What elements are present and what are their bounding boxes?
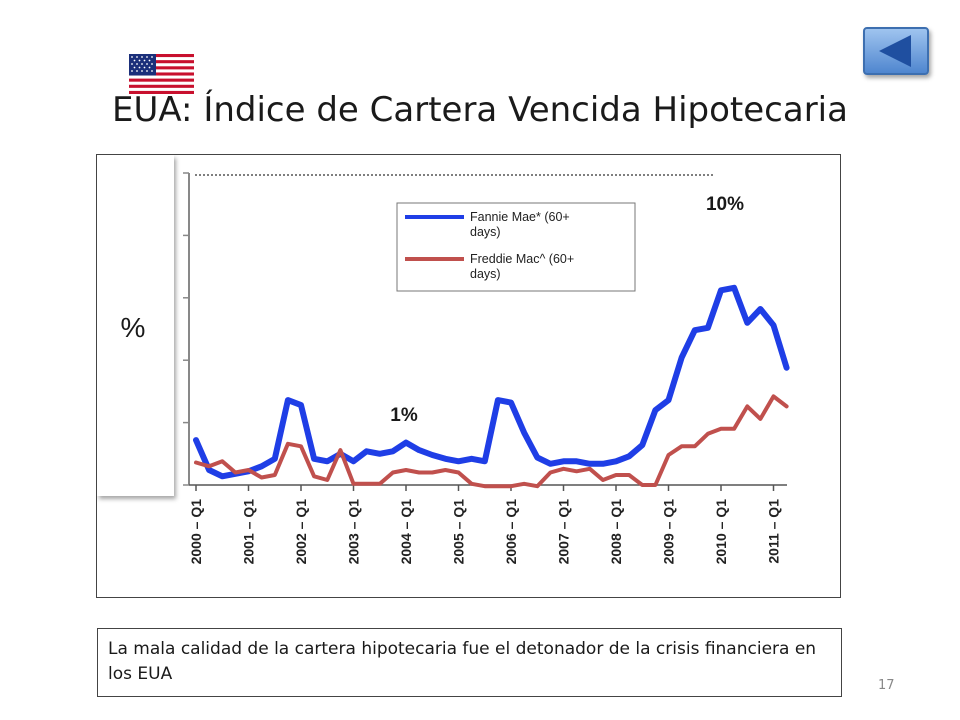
x-tick-label: 2004 – Q1	[398, 499, 414, 565]
series-line-fannie-mae	[193, 284, 790, 480]
legend-label-freddie: Freddie Mac^ (60+ days)	[470, 252, 574, 281]
x-tick-label: 2001 – Q1	[241, 499, 257, 565]
x-tick-label: 2011 – Q1	[766, 499, 782, 564]
page-number: 17	[878, 678, 895, 693]
x-tick-label: 2005 – Q1	[451, 499, 467, 565]
caption-text: La mala calidad de la cartera hipotecari…	[108, 639, 817, 684]
legend-label-fannie: Fannie Mae* (60+ days)	[470, 210, 570, 239]
series-line-freddie-mac	[194, 394, 789, 489]
chart-frame: % 2000 – Q1 2001 – Q1 2002 – Q1 2003 – Q1 20…	[96, 154, 841, 598]
x-tick-label: 2006 – Q1	[503, 499, 519, 565]
slide-title: EUA: Índice de Cartera Vencida Hipotecar…	[112, 90, 848, 130]
x-tick-label: 2002 – Q1	[293, 499, 309, 565]
delinquency-chart: % 2000 – Q1 2001 – Q1 2002 – Q1 2003 – Q1 20…	[97, 155, 790, 565]
caption-box: La mala calidad de la cartera hipotecari…	[97, 628, 842, 697]
annotation-10pct: 10%	[706, 194, 744, 215]
x-tick-label: 2008 – Q1	[608, 499, 624, 565]
annotation-1pct: 1%	[390, 405, 418, 426]
back-triangle-icon	[879, 35, 911, 67]
y-axis-label: %	[121, 312, 146, 343]
x-tick-label: 2009 – Q1	[661, 499, 677, 565]
x-tick-label: 2003 – Q1	[346, 499, 362, 565]
ylabel-panel	[97, 155, 174, 496]
legend: Fannie Mae* (60+ days) Freddie Mac^ (60+ d…	[396, 202, 636, 292]
back-button[interactable]	[863, 27, 929, 75]
x-tick-label: 2007 – Q1	[556, 499, 572, 565]
us-flag-icon	[129, 54, 194, 94]
x-tick-label: 2010 – Q1	[713, 499, 729, 565]
x-tick-label: 2000 – Q1	[188, 499, 204, 565]
